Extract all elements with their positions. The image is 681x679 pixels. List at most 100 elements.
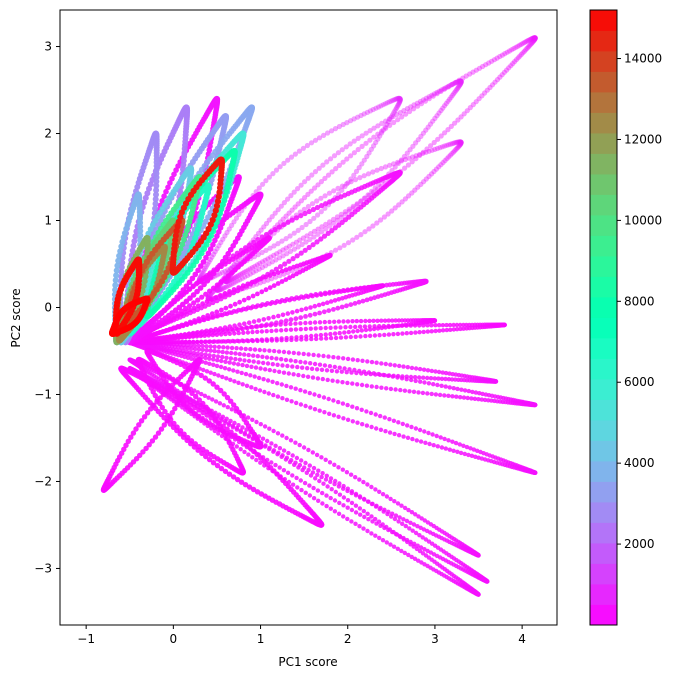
scatter-point — [319, 229, 325, 235]
scatter-point — [323, 325, 328, 331]
scatter-point — [430, 118, 436, 124]
scatter-point — [234, 346, 239, 351]
scatter-point — [376, 104, 382, 110]
scatter-point — [307, 493, 313, 498]
scatter-point — [337, 492, 343, 497]
scatter-point — [339, 147, 345, 153]
scatter-point — [449, 81, 456, 87]
scatter-point — [458, 395, 463, 400]
scatter-point — [281, 349, 287, 355]
scatter-point — [328, 506, 333, 511]
scatter-point — [212, 249, 218, 255]
scatter-point — [233, 351, 238, 356]
scatter-point — [438, 435, 443, 440]
scatter-point — [224, 350, 230, 355]
scatter-point — [372, 185, 378, 191]
scatter-point — [253, 365, 259, 370]
scatter-point — [294, 400, 299, 406]
scatter-point — [213, 295, 219, 300]
scatter-point — [206, 333, 211, 338]
scatter-point — [354, 318, 359, 324]
scatter-point — [183, 339, 188, 345]
scatter-point — [240, 382, 245, 387]
scatter-point — [355, 328, 360, 334]
scatter-point — [222, 291, 228, 296]
scatter-point — [229, 310, 234, 316]
scatter-point — [353, 475, 358, 480]
scatter-point — [523, 39, 529, 45]
scatter-point — [305, 203, 311, 210]
scatter-point — [531, 37, 537, 44]
scatter-point — [424, 146, 430, 152]
scatter-point — [227, 367, 232, 372]
scatter-point — [232, 323, 237, 329]
scatter-point — [230, 338, 235, 344]
scatter-point — [425, 368, 431, 373]
scatter-point — [245, 272, 251, 279]
scatter-point — [283, 457, 289, 462]
scatter-point — [346, 206, 352, 212]
scatter-point — [245, 330, 251, 335]
scatter-point — [220, 285, 227, 291]
scatter-point — [320, 490, 325, 496]
scatter-point — [281, 160, 287, 166]
scatter-point — [225, 405, 230, 410]
scatter-point — [257, 347, 262, 353]
scatter-point — [401, 364, 406, 369]
scatter-point — [312, 311, 318, 317]
scatter-point — [312, 137, 319, 143]
scatter-point — [513, 44, 519, 50]
scatter-point — [381, 214, 387, 220]
scatter-point — [212, 344, 217, 349]
scatter-point — [291, 189, 297, 195]
scatter-point — [234, 444, 239, 449]
scatter-point — [388, 114, 394, 120]
scatter-point — [293, 359, 298, 364]
scatter-point — [476, 96, 482, 102]
scatter-point — [308, 188, 314, 194]
scatter-point — [253, 304, 259, 310]
scatter-point — [437, 145, 443, 151]
scatter-point — [448, 82, 454, 88]
scatter-point — [380, 127, 386, 133]
scatter-point — [286, 450, 291, 456]
scatter-point — [275, 207, 281, 213]
scatter-point — [388, 496, 393, 502]
scatter-point — [291, 372, 296, 377]
scatter-point — [380, 492, 386, 497]
scatter-point — [215, 358, 220, 363]
scatter-point — [494, 55, 500, 61]
scatter-point — [378, 165, 384, 172]
scatter-point — [457, 142, 463, 148]
scatter-point — [263, 302, 268, 308]
scatter-point — [395, 375, 400, 380]
scatter-point — [269, 441, 274, 446]
scatter-point — [480, 63, 486, 70]
scatter-point — [393, 387, 398, 392]
scatter-point — [423, 176, 429, 182]
scatter-point — [434, 433, 439, 439]
scatter-point — [270, 171, 276, 177]
scatter-point — [377, 506, 382, 512]
scatter-point — [348, 179, 354, 185]
scatter-point — [237, 271, 243, 278]
scatter-point — [531, 35, 537, 41]
scatter-point — [325, 484, 330, 489]
scatter-point — [204, 344, 209, 349]
scatter-point — [328, 299, 334, 304]
scatter-point — [233, 274, 239, 280]
scatter-point — [210, 397, 215, 402]
scatter-point — [350, 237, 356, 243]
scatter-point — [222, 233, 228, 239]
scatter-point — [275, 431, 281, 436]
scatter-point — [298, 315, 304, 320]
scatter-point — [327, 291, 332, 296]
scatter-point — [428, 376, 434, 381]
scatter-point — [269, 336, 274, 342]
scatter-point — [333, 325, 338, 330]
scatter-point — [410, 154, 416, 160]
scatter-point — [295, 364, 300, 370]
scatter-point — [413, 153, 419, 159]
scatter-point — [456, 143, 462, 149]
